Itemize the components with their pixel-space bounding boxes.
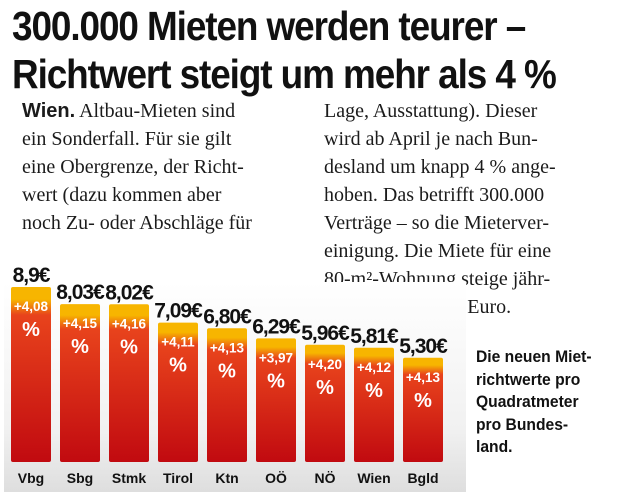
bar-percent-sign: % — [71, 336, 89, 358]
category-label: Sbg — [67, 470, 93, 486]
bar-value-label: 6,80€ — [203, 305, 252, 328]
bar-value-label: 7,09€ — [154, 300, 203, 323]
article-line: wert (dazu kommen aber — [22, 184, 222, 206]
bar-percent-sign: % — [22, 319, 40, 341]
caption-line: Die neuen Miet- — [476, 347, 592, 366]
bar — [158, 322, 198, 462]
bar — [109, 304, 149, 462]
headline-line-2: Richtwert steigt um mehr als 4 % — [12, 51, 557, 97]
bar-increase-label: +4,08 — [14, 299, 49, 314]
bar-value-label: 5,30€ — [399, 335, 448, 358]
bar-group: 8,9€ +4,08% Vbg 8,03€ +4,15% Sbg 8,02€ +4,16% St… — [11, 264, 449, 486]
article-line: ein Sonderfall. Für sie gilt — [22, 128, 232, 150]
bar-increase-label: +4,11 — [161, 335, 195, 350]
bar-value-label: 8,03€ — [56, 281, 105, 304]
category-label: OÖ — [265, 470, 287, 486]
bar-percent-sign: % — [365, 380, 383, 402]
category-label: Stmk — [112, 470, 146, 486]
bar — [60, 304, 100, 462]
bar-increase-label: +4,20 — [308, 357, 342, 372]
article-line: desland um knapp 4 % ange- — [324, 156, 556, 178]
bar-percent-sign: % — [316, 377, 334, 399]
bar-percent-sign: % — [169, 355, 187, 377]
bar — [354, 347, 394, 462]
article-column-left: Wien. Altbau-Mieten sind ein Sonderfall.… — [22, 97, 252, 237]
bar-increase-label: +3,97 — [259, 350, 293, 365]
category-label: Wien — [357, 470, 390, 486]
bar-increase-label: +4,16 — [112, 316, 147, 331]
bar-percent-sign: % — [414, 390, 432, 412]
bar — [305, 344, 345, 462]
article-line: Lage, Ausstattung). Dieser — [324, 100, 538, 122]
article-line: Wien. Altbau-Mieten sind — [22, 97, 252, 125]
category-label: Bgld — [407, 470, 438, 486]
article-line-text: Altbau-Mieten sind — [79, 100, 236, 122]
article-line: hoben. Das betrifft 300.000 — [324, 184, 545, 206]
category-label: Tirol — [163, 470, 193, 486]
bar-percent-sign: % — [120, 336, 138, 358]
category-label: Ktn — [215, 470, 238, 486]
article-line: wird ab April je nach Bun- — [324, 128, 538, 150]
caption-line: Quadratmeter — [476, 392, 579, 411]
article-line: einigung. Die Miete für eine — [324, 240, 552, 262]
caption-line: richtwerte pro — [476, 369, 581, 389]
bar — [207, 328, 247, 462]
headline: 300.000 Mieten werden teurer – Richtwert… — [12, 2, 557, 98]
bar-percent-sign: % — [218, 360, 236, 382]
article-line: eine Obergrenze, der Richt- — [22, 156, 244, 178]
bar-increase-label: +4,13 — [210, 340, 245, 355]
bar-increase-label: +4,15 — [63, 316, 98, 331]
bar-value-label: 5,81€ — [350, 325, 399, 348]
caption-line: land. — [476, 437, 513, 456]
bar-increase-label: +4,12 — [357, 360, 391, 375]
category-label: NÖ — [315, 470, 336, 486]
headline-line-1: 300.000 Mieten werden teurer – — [12, 3, 526, 49]
bar-value-label: 6,29€ — [252, 315, 301, 338]
bar-value-label: 8,9€ — [13, 264, 51, 287]
article-line: Verträge – so die Mieterver- — [324, 212, 550, 234]
category-label: Vbg — [18, 470, 44, 486]
bar-value-label: 8,02€ — [105, 281, 154, 304]
bar — [403, 357, 443, 462]
caption-line: pro Bundes- — [476, 414, 569, 434]
bar — [256, 338, 296, 462]
bar-percent-sign: % — [267, 370, 285, 392]
chart-caption: Die neuen Miet- richtwerte pro Quadratme… — [476, 346, 605, 459]
bar — [11, 287, 51, 462]
bar-increase-label: +4,13 — [406, 370, 441, 385]
article-lead: Wien. — [22, 100, 76, 122]
bar-value-label: 5,96€ — [301, 322, 350, 345]
article-line: noch Zu- oder Abschläge für — [22, 212, 252, 234]
